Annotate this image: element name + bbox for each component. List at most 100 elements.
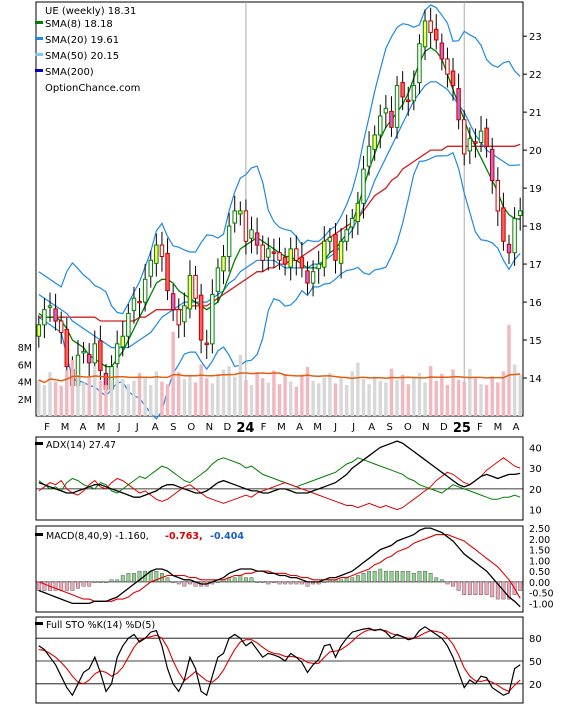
adx-tick-label: 10 <box>529 506 542 517</box>
macd-histogram-bar <box>395 570 399 583</box>
volume-bar <box>518 374 522 416</box>
price-legend: UE (weekly) 18.31 SMA(8) 18.18 SMA(20) 1… <box>35 6 140 94</box>
candle-body <box>517 210 523 216</box>
volume-bar <box>277 384 282 416</box>
macd-histogram-bar <box>495 581 500 600</box>
macd-histogram-bar <box>518 581 523 591</box>
candle-body <box>198 294 204 341</box>
candle-body <box>434 28 439 41</box>
candle-body <box>266 248 271 258</box>
bollinger-lower <box>38 151 521 420</box>
volume-bar <box>501 371 506 416</box>
volume-bar <box>165 384 170 416</box>
macd-histogram-bar <box>350 577 355 583</box>
macd-histogram-bar <box>132 573 136 583</box>
candle-body <box>193 274 198 299</box>
macd-histogram-bar <box>400 570 405 583</box>
candle-body <box>512 217 517 254</box>
candle-body <box>461 119 467 155</box>
volume-bar <box>76 374 80 416</box>
candle-body <box>310 271 316 284</box>
price-tick-label: 22 <box>529 70 542 81</box>
candle-body <box>232 210 237 224</box>
candle-body <box>92 343 98 364</box>
candle-body <box>176 309 181 326</box>
volume-bar <box>87 378 91 416</box>
sma20-line <box>38 81 521 349</box>
candle-body <box>378 115 383 136</box>
volume-bar <box>350 371 355 416</box>
candle-body <box>254 232 260 246</box>
macd-histogram-bar <box>182 581 187 587</box>
volume-bar <box>406 384 410 416</box>
volume-bar <box>255 372 259 416</box>
volume-bar <box>294 386 299 416</box>
legend-swatch-sma200 <box>35 69 43 72</box>
candle-body <box>294 248 299 261</box>
macd-histogram-bar <box>428 573 433 583</box>
candle-body <box>406 99 411 102</box>
volume-bar <box>171 331 175 416</box>
candle-body <box>322 240 327 268</box>
macd-histogram-bar <box>434 577 439 583</box>
macd-histogram-bar <box>92 581 97 583</box>
volume-bar <box>333 383 338 416</box>
price-tick-label: 14 <box>529 374 542 385</box>
candle-body <box>159 244 165 257</box>
macd-histogram-bar <box>87 581 92 587</box>
x-tick-label: J <box>117 422 121 433</box>
x-tick-label: A <box>80 422 87 433</box>
macd-histogram-bar <box>283 581 288 585</box>
candle-body <box>210 293 215 345</box>
candle-body <box>53 308 58 322</box>
candle-body <box>333 233 338 261</box>
volume-bar <box>445 385 450 416</box>
macd-histogram-bar <box>462 581 467 596</box>
candle-body <box>394 85 400 128</box>
x-tick-label: D <box>440 422 448 433</box>
volume-bar <box>232 376 237 416</box>
sto-tick-label: 50 <box>529 657 542 668</box>
macd-histogram-bar <box>322 581 327 583</box>
volume-bar <box>272 370 276 416</box>
volume-bar <box>372 376 377 416</box>
legend-swatch-sma8 <box>35 21 43 24</box>
macd-histogram-bar <box>232 577 237 583</box>
volume-bar <box>109 379 114 416</box>
sto-legend: Full STO %K(14) %D(5) <box>35 620 155 631</box>
volume-bar <box>193 382 198 416</box>
x-tick-label: F <box>44 422 50 433</box>
macd-histogram-bar <box>42 581 47 591</box>
candle-body <box>126 312 131 337</box>
candle-body <box>36 324 42 337</box>
volume-bar <box>462 381 466 416</box>
macd-signal-value: -0.763, <box>165 531 203 542</box>
volume-average-line <box>38 372 521 384</box>
candle-body <box>58 320 64 333</box>
candle-body <box>350 217 355 228</box>
macd-histogram-bar <box>165 577 170 583</box>
volume-bar <box>412 378 416 416</box>
volume-bar <box>42 385 47 416</box>
macd-histogram-bar <box>176 581 181 585</box>
price-tick-label: 19 <box>529 184 542 195</box>
macd-tick-label: 0.00 <box>529 578 550 589</box>
macd-histogram-bar <box>81 581 86 587</box>
volume-bar <box>221 369 226 416</box>
candle-body <box>389 110 394 128</box>
volume-bar <box>428 366 433 416</box>
candle-body <box>305 270 310 284</box>
volume-bar <box>137 373 142 416</box>
macd-panel: -1.00-0.500.000.501.001.502.002.50 <box>35 524 554 613</box>
candle-body <box>456 88 461 121</box>
macd-frame <box>35 525 524 613</box>
volume-tick-label: 6M <box>18 360 32 371</box>
macd-tick-label: -1.00 <box>529 599 554 610</box>
volume-bar <box>93 366 97 416</box>
price-frame <box>35 1 524 417</box>
volume-bar <box>395 379 399 416</box>
x-tick-label: M <box>97 422 106 433</box>
macd-histogram-bar <box>361 573 366 583</box>
macd-histogram-bar <box>355 575 360 583</box>
